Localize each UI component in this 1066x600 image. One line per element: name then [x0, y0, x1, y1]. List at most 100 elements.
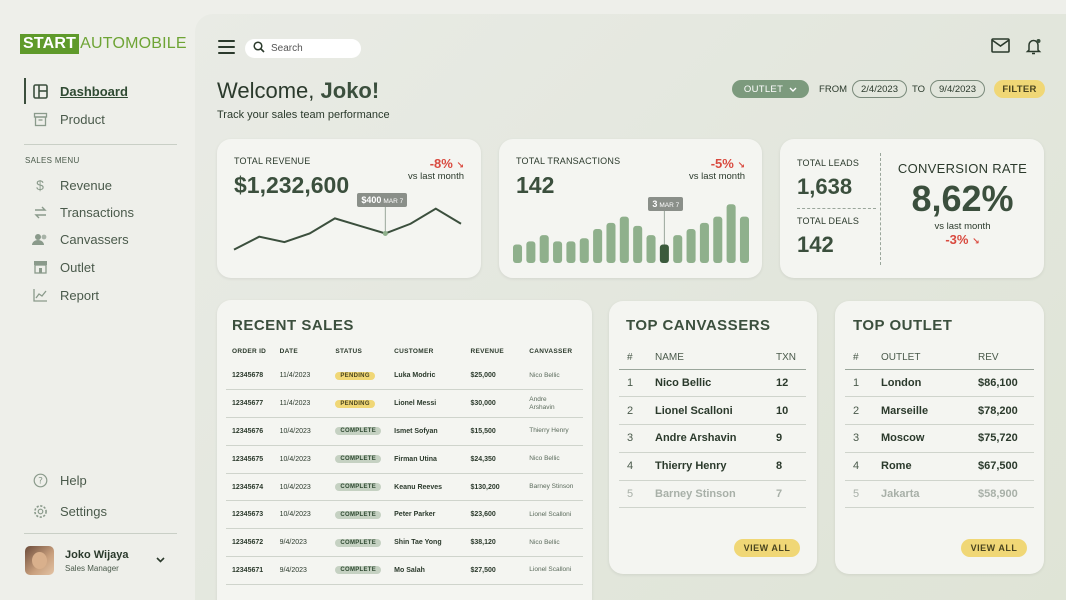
revenue-series-line [233, 207, 462, 251]
table-row[interactable]: 12345678 11/4/2023 PENDING Luka Modric $25,0… [226, 362, 583, 391]
sidebar-item-report[interactable]: Report [32, 287, 99, 303]
bar-13[interactable] [673, 235, 683, 263]
sidebar-item-settings[interactable]: Settings [32, 503, 107, 519]
order-id: 12345672 [226, 528, 280, 558]
bar-2[interactable] [526, 241, 536, 263]
hamburger-menu-icon[interactable] [218, 40, 235, 54]
list-item[interactable]: 3 Andre Arshavin 9 [619, 424, 806, 453]
table-row[interactable]: 12345675 10/4/2023 COMPLETE Firman Utina $24… [226, 445, 583, 474]
col-canvasser: CANVASSER [529, 347, 573, 355]
sidebar-item-product[interactable]: Product [32, 111, 105, 127]
transactions-card: TOTAL TRANSACTIONS 142 -5% ↘ vs last mon… [499, 139, 762, 278]
list-item[interactable]: 1 Nico Bellic 12 [619, 369, 806, 398]
customer-name: Lionel Messi [394, 389, 471, 419]
brand-automobile: AUTOMOBILE [80, 35, 187, 52]
sidebar-item-transactions[interactable]: Transactions [32, 204, 134, 220]
rank-name: Marseille [881, 396, 978, 426]
col-customer: CUSTOMER [394, 347, 434, 355]
sidebar-item-revenue[interactable]: $ Revenue [32, 177, 112, 193]
bar-18[interactable] [739, 216, 749, 263]
bar-4[interactable] [553, 241, 563, 263]
list-item[interactable]: 5 Barney Stinson 7 [619, 480, 806, 509]
list-item[interactable]: 4 Rome $67,500 [845, 452, 1034, 481]
bell-icon[interactable] [1025, 38, 1045, 56]
status-badge: COMPLETE [335, 483, 382, 492]
bar-7[interactable] [593, 229, 603, 263]
view-all-canvassers-button[interactable]: VIEW ALL [734, 539, 800, 557]
user-profile[interactable]: Joko Wijaya Sales Manager [25, 546, 175, 575]
order-revenue: $27,500 [470, 556, 530, 585]
bar-17[interactable] [726, 204, 736, 263]
rank-name: Lionel Scalloni [655, 396, 776, 426]
dashboard-icon [32, 83, 48, 99]
bar-1[interactable] [513, 244, 523, 263]
top-canvassers-title: TOP CANVASSERS [626, 317, 771, 334]
to-date-field[interactable]: 9/4/2023 [930, 80, 985, 98]
status-badge: COMPLETE [335, 510, 382, 519]
col-outlet: OUTLET [881, 347, 978, 370]
canvasser-name: Thierry Henry [529, 417, 583, 446]
sidebar-item-help[interactable]: ? Help [32, 472, 87, 488]
outlet-dropdown-label: OUTLET [743, 83, 784, 95]
welcome-prefix: Welcome, [217, 78, 321, 103]
col-status: STATUS [335, 347, 363, 355]
bar-10[interactable] [633, 225, 643, 263]
highlight-point[interactable] [382, 230, 388, 236]
chevron-down-icon[interactable] [156, 554, 165, 566]
order-id: 12345671 [226, 556, 280, 585]
col-rank: # [619, 347, 655, 370]
rank-value: 10 [776, 396, 806, 426]
list-item[interactable]: 5 Jakarta $58,900 [845, 480, 1034, 509]
bar-16[interactable] [713, 216, 723, 263]
table-row[interactable]: 12345672 9/4/2023 COMPLETE Shin Tae Yong $38… [226, 528, 583, 558]
view-all-outlets-button[interactable]: VIEW ALL [961, 539, 1027, 557]
list-item[interactable]: 3 Moscow $75,720 [845, 424, 1034, 453]
bar-11[interactable] [646, 235, 656, 263]
search-input[interactable]: Search [245, 39, 361, 58]
from-label: FROM [819, 83, 847, 95]
filter-button[interactable]: FILTER [994, 80, 1045, 98]
table-row[interactable]: 12345673 10/4/2023 COMPLETE Peter Parker $23… [226, 500, 583, 530]
bar-12[interactable] [659, 244, 669, 263]
rank-name: Jakarta [881, 480, 978, 509]
bar-15[interactable] [699, 222, 709, 263]
bar-8[interactable] [606, 222, 616, 263]
status-cell: COMPLETE [335, 528, 395, 558]
bar-14[interactable] [686, 229, 696, 263]
sidebar-item-outlet[interactable]: Outlet [32, 259, 95, 275]
bar-6[interactable] [579, 238, 589, 263]
table-row[interactable]: 12345674 10/4/2023 COMPLETE Keanu Reeves $13… [226, 473, 583, 502]
sidebar-item-label: Transactions [60, 204, 134, 220]
main-content: Search Welcome, Joko! Track your sales t… [195, 14, 1066, 600]
transactions-vs: vs last month [689, 171, 745, 182]
top-outlet-table: # OUTLET REV 1 London $86,100 2 Marseille $78… [845, 347, 1034, 509]
status-cell: PENDING [335, 362, 395, 391]
list-item[interactable]: 4 Thierry Henry 8 [619, 452, 806, 481]
rank-number: 1 [619, 369, 655, 398]
bar-5[interactable] [566, 241, 576, 263]
recent-sales-title: RECENT SALES [232, 317, 354, 334]
sidebar-item-dashboard[interactable]: Dashboard [32, 83, 128, 99]
top-outlet-card: TOP OUTLET # OUTLET REV 1 London $86,100 2 M… [835, 301, 1044, 574]
bar-9[interactable] [619, 216, 629, 263]
table-row[interactable]: 12345671 9/4/2023 COMPLETE Mo Salah $27,500 L… [226, 556, 583, 585]
list-item[interactable]: 2 Lionel Scalloni 10 [619, 396, 806, 426]
col-name: NAME [655, 347, 776, 370]
top-canvassers-card: TOP CANVASSERS # NAME TXN 1 Nico Bellic 12… [609, 301, 817, 574]
rank-value: 8 [776, 452, 806, 481]
list-item[interactable]: 1 London $86,100 [845, 369, 1034, 398]
table-row[interactable]: 12345676 10/4/2023 COMPLETE Ismet Sofyan $15… [226, 417, 583, 446]
brand-logo[interactable]: START AUTOMOBILE [20, 34, 187, 54]
rank-name: Andre Arshavin [655, 424, 776, 453]
mail-icon[interactable] [991, 38, 1011, 56]
list-item[interactable]: 2 Marseille $78,200 [845, 396, 1034, 426]
from-date-field[interactable]: 2/4/2023 [852, 80, 907, 98]
outlet-dropdown[interactable]: OUTLET [732, 80, 810, 98]
leads-label: TOTAL LEADS [797, 158, 860, 168]
transactions-bar-chart [513, 204, 749, 263]
col-order-id: ORDER ID [232, 347, 267, 355]
sidebar-item-canvassers[interactable]: Canvassers [32, 231, 129, 247]
bar-3[interactable] [539, 235, 549, 263]
rank-value: 9 [776, 424, 806, 453]
table-row[interactable]: 12345677 11/4/2023 PENDING Lionel Messi $30,… [226, 389, 583, 419]
